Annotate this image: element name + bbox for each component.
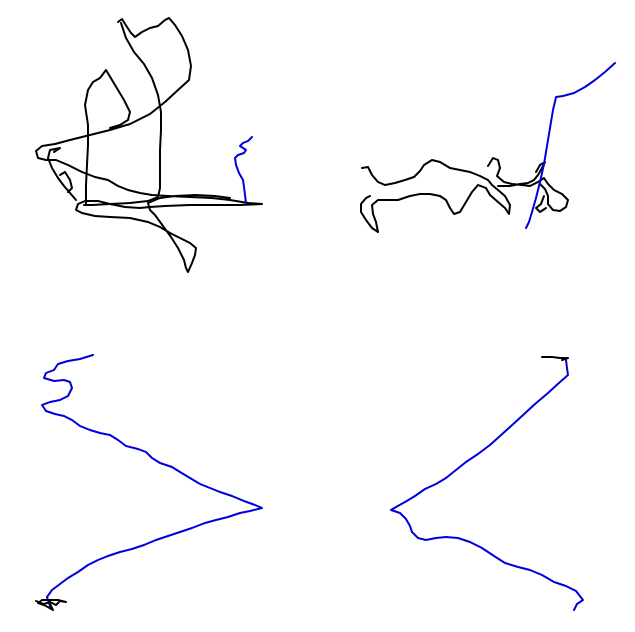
- trajectory-black-stroke: [35, 17, 263, 273]
- trajectory-black-stroke: [487, 157, 569, 212]
- trajectory-black-stroke: [535, 195, 547, 213]
- panel-bottom-right: [390, 356, 584, 611]
- panel-bottom-left: [35, 354, 263, 611]
- trajectory-black-stroke: [84, 69, 131, 205]
- trajectory-black-stroke: [497, 161, 546, 187]
- trajectory-black-stroke: [360, 159, 511, 233]
- trajectory-blue-stroke: [41, 354, 263, 607]
- trajectory-black-stroke: [541, 356, 569, 361]
- panel-top-right: [360, 62, 616, 233]
- trajectory-blue-stroke: [390, 359, 584, 611]
- trajectory-black-stroke: [35, 599, 67, 611]
- trajectory-blue-stroke: [525, 62, 616, 229]
- trajectory-black-stroke: [59, 171, 73, 193]
- trajectory-blue-stroke: [234, 136, 253, 204]
- panel-top-left: [35, 17, 263, 273]
- trajectory-black-stroke: [83, 22, 162, 206]
